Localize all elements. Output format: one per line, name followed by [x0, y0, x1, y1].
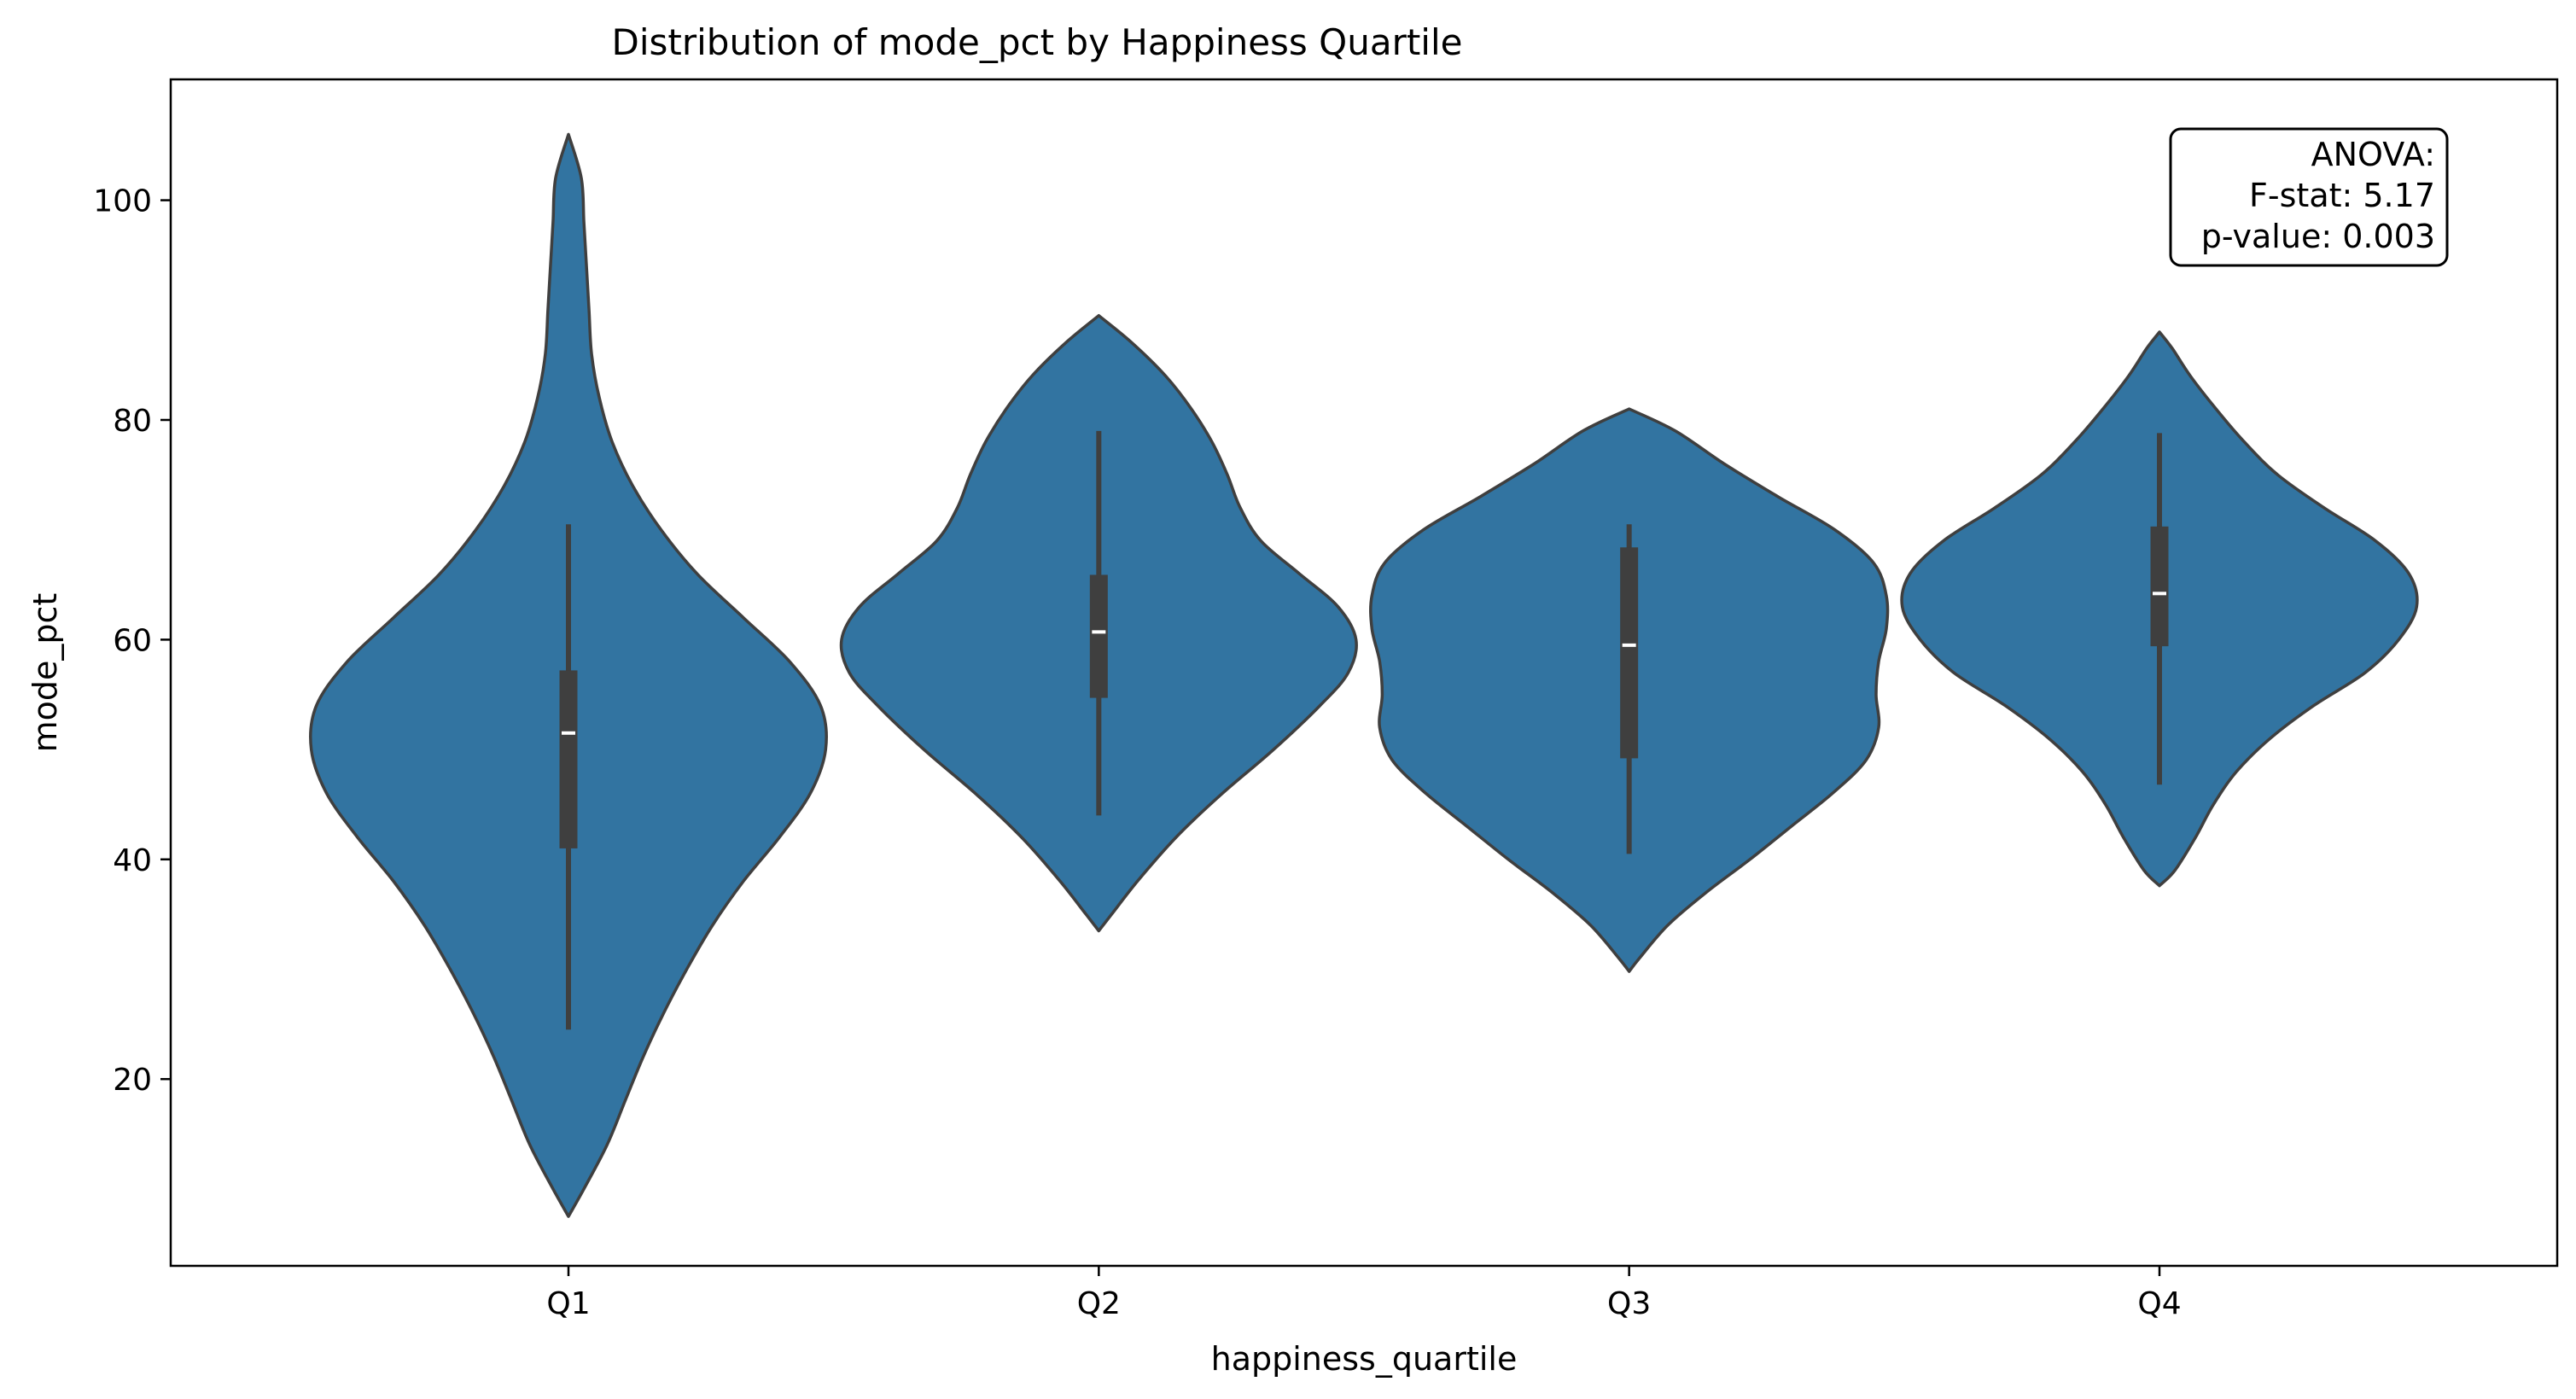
y-tick-label: 80 — [113, 404, 152, 439]
violin-q3 — [1369, 407, 1890, 973]
violin-iqr-box-q4 — [2150, 526, 2169, 647]
x-axis-label: happiness_quartile — [1211, 1340, 1518, 1378]
x-tick-label: Q2 — [1077, 1286, 1121, 1321]
violin-iqr-box-q3 — [1620, 547, 1639, 759]
y-tick-label: 100 — [93, 184, 152, 219]
x-tick-label: Q1 — [546, 1286, 590, 1321]
plot-frame — [169, 78, 2559, 1268]
violins-layer — [309, 132, 2419, 1218]
violin-q2 — [839, 313, 1358, 933]
anova-annotation: ANOVA: F-stat: 5.17 p-value: 0.003 — [2169, 127, 2449, 267]
y-axis: 20 40 60 80 100 — [93, 184, 171, 1098]
x-tick-label: Q3 — [1607, 1286, 1651, 1321]
x-tick-label: Q4 — [2137, 1286, 2181, 1321]
anova-box-frame — [2169, 127, 2449, 267]
chart-title: Distribution of mode_pct by Happiness Qu… — [612, 21, 1463, 63]
violin-iqr-box-q2 — [1089, 574, 1108, 698]
violin-q4 — [1900, 330, 2419, 888]
x-axis: Q1 Q2 Q3 Q4 — [546, 1266, 2182, 1321]
y-tick-label: 60 — [113, 623, 152, 658]
violin-q1 — [309, 132, 828, 1218]
y-axis-label: mode_pct — [26, 593, 64, 753]
anova-line-1: ANOVA: — [2311, 136, 2435, 173]
violin-iqr-box-q1 — [559, 670, 578, 848]
anova-line-2: F-stat: 5.17 — [2249, 177, 2435, 214]
y-tick-label: 20 — [113, 1063, 152, 1098]
y-tick-label: 40 — [113, 843, 152, 878]
anova-line-3: p-value: 0.003 — [2201, 218, 2435, 255]
